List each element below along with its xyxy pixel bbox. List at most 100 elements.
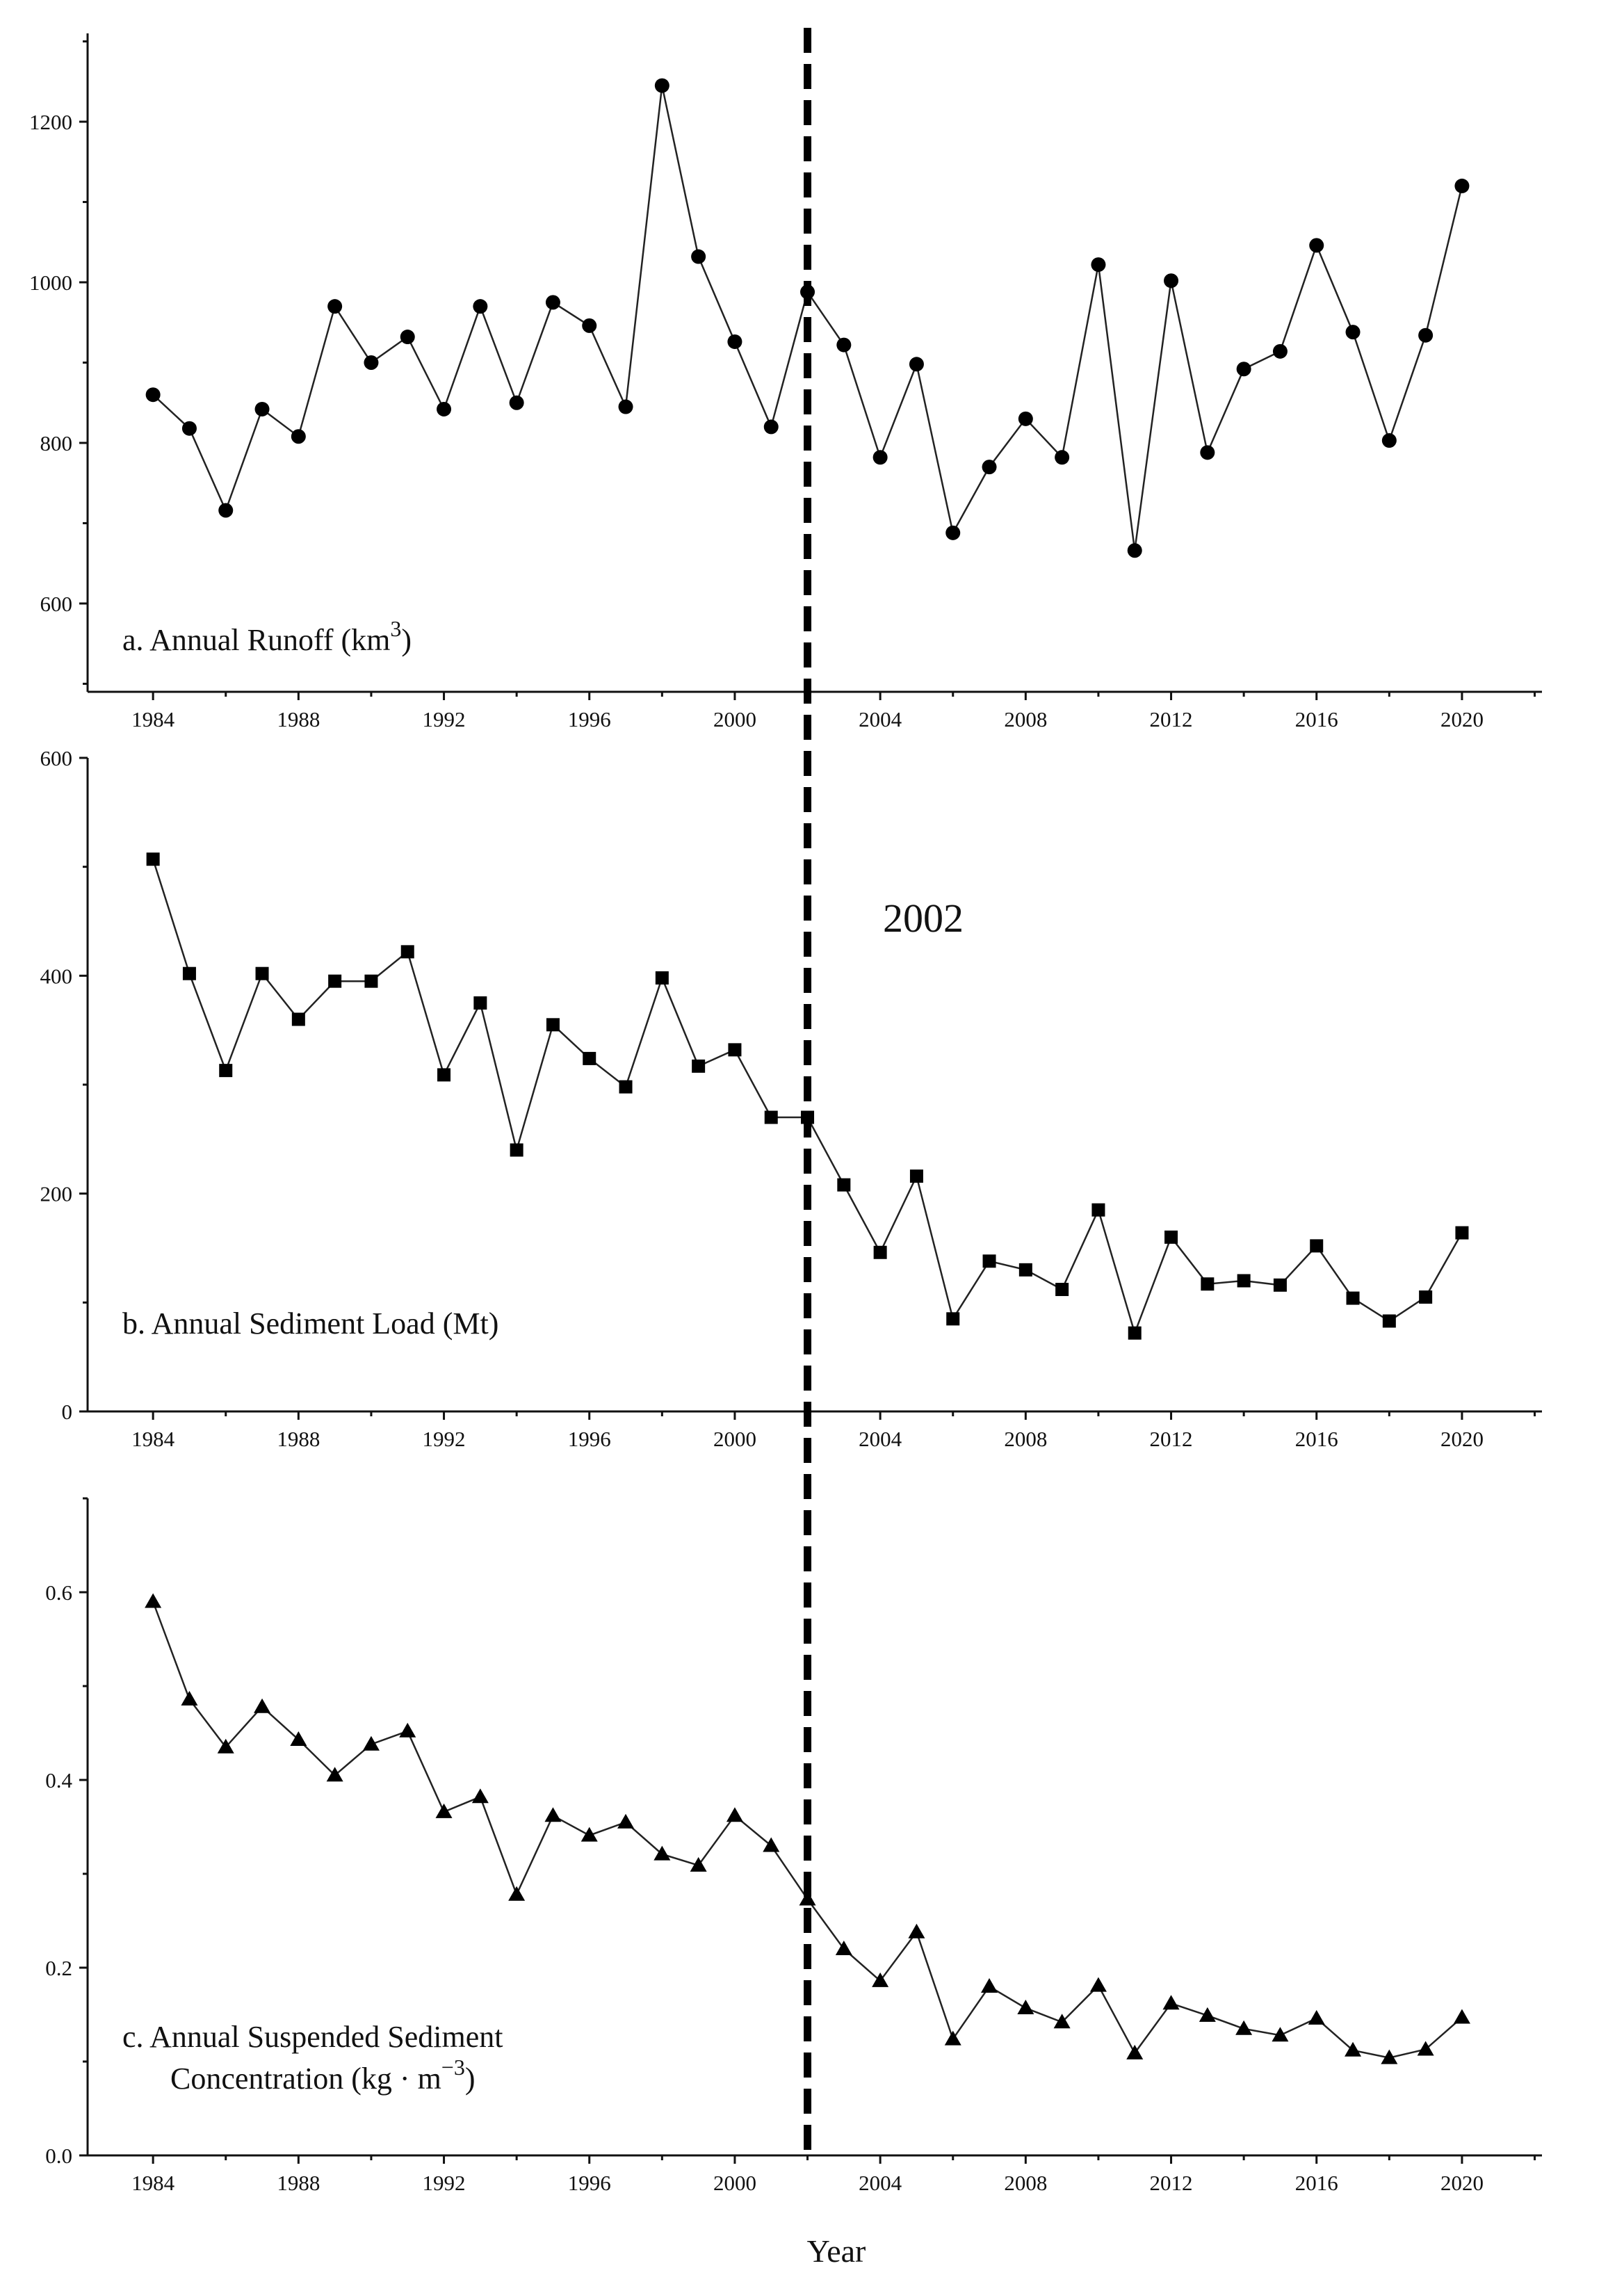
concentration-x-tick-label: 2004 bbox=[859, 2171, 902, 2195]
sediment-load-point bbox=[873, 1245, 887, 1259]
concentration-panel-label-line1: c. Annual Suspended Sediment bbox=[122, 2020, 503, 2054]
runoff-point bbox=[1381, 433, 1397, 448]
runoff-point bbox=[254, 401, 270, 416]
concentration-point bbox=[799, 1891, 816, 1906]
sediment-load-point bbox=[1237, 1274, 1251, 1288]
concentration-x-tick-label: 1984 bbox=[131, 2171, 175, 2195]
concentration-x-tick-label: 2012 bbox=[1150, 2171, 1193, 2195]
sediment-load-point bbox=[764, 1110, 778, 1124]
runoff-point bbox=[727, 334, 742, 349]
sediment-load-point bbox=[1382, 1314, 1396, 1328]
sediment-load-point bbox=[837, 1178, 851, 1192]
concentration-point bbox=[1126, 2044, 1144, 2059]
sediment-load-point bbox=[1201, 1277, 1215, 1291]
sediment-load-point bbox=[1273, 1278, 1287, 1292]
concentration-panel-label-line2: Concentration (kg · m−3) bbox=[170, 2055, 476, 2096]
sediment-load-point bbox=[364, 974, 378, 988]
concentration-x-tick-label: 2016 bbox=[1295, 2171, 1338, 2195]
concentration-point bbox=[362, 1735, 380, 1751]
runoff-point bbox=[400, 330, 415, 345]
concentration-x-tick-label: 2020 bbox=[1440, 2171, 1484, 2195]
runoff-point bbox=[218, 503, 234, 518]
concentration-point bbox=[399, 1722, 416, 1738]
concentration-point bbox=[1053, 2014, 1071, 2029]
concentration-point bbox=[326, 1767, 343, 1782]
sediment-load-point bbox=[946, 1312, 960, 1326]
sediment-load-axes: 0 200 400 600 1984 1988 1992 1996 2000 2004 2008 20… bbox=[40, 746, 1542, 1451]
concentration-point bbox=[217, 1738, 234, 1754]
concentration-point bbox=[544, 1807, 562, 1822]
runoff-point bbox=[1345, 325, 1361, 340]
concentration-panel: 0.0 0.2 0.4 0.6 1984 1988 1992 1996 2000 2004 2008… bbox=[45, 1497, 1542, 2269]
runoff-point bbox=[1272, 343, 1288, 359]
runoff-point bbox=[437, 401, 452, 416]
runoff-point bbox=[982, 460, 997, 475]
sediment-load-point bbox=[1018, 1263, 1032, 1277]
runoff-point bbox=[1200, 445, 1215, 460]
runoff-panel: 600 800 1000 1200 1984 1988 1992 1996 2000 2004 20… bbox=[29, 33, 1542, 731]
sediment-load-point bbox=[655, 971, 669, 985]
sediment-load-point bbox=[1091, 1203, 1105, 1217]
runoff-point bbox=[473, 299, 488, 314]
concentration-point bbox=[435, 1803, 453, 1818]
runoff-point bbox=[763, 419, 779, 435]
concentration-point bbox=[835, 1941, 852, 1955]
runoff-x-tick-label: 1988 bbox=[277, 707, 320, 731]
sediment-load-point bbox=[400, 945, 414, 959]
runoff-x-tick-label: 2008 bbox=[1004, 707, 1047, 731]
sediment-load-panel-label: b. Annual Sediment Load (Mt) bbox=[122, 1306, 498, 1341]
concentration-point bbox=[690, 1856, 707, 1872]
sediment-load-point bbox=[1455, 1226, 1469, 1240]
concentration-point bbox=[1235, 2020, 1253, 2035]
sediment-load-point bbox=[1055, 1283, 1069, 1297]
sediment-load-point bbox=[692, 1059, 706, 1073]
sediment-load-point bbox=[1419, 1290, 1433, 1304]
sediment-load-point bbox=[728, 1043, 742, 1057]
sediment-load-y-tick-label: 600 bbox=[40, 746, 73, 770]
concentration-point bbox=[1345, 2041, 1362, 2057]
runoff-x-tick-label: 2016 bbox=[1295, 707, 1338, 731]
x-axis-title: Year bbox=[807, 2233, 866, 2269]
concentration-point bbox=[944, 2030, 961, 2046]
runoff-point bbox=[618, 399, 633, 414]
sediment-load-x-tick-label: 2016 bbox=[1295, 1427, 1338, 1451]
sediment-load-x-tick-label: 2000 bbox=[713, 1427, 756, 1451]
sediment-load-x-tick-label: 1996 bbox=[568, 1427, 611, 1451]
concentration-point bbox=[1272, 2027, 1289, 2042]
runoff-x-tick-label: 1996 bbox=[568, 707, 611, 731]
runoff-point bbox=[1164, 273, 1179, 289]
runoff-point bbox=[145, 387, 161, 403]
sediment-load-point bbox=[909, 1169, 923, 1183]
sediment-load-y-tick-label: 200 bbox=[40, 1182, 73, 1206]
sediment-load-point bbox=[1164, 1230, 1178, 1244]
sediment-load-point bbox=[437, 1068, 451, 1082]
sediment-load-point bbox=[1310, 1239, 1324, 1253]
sediment-load-point bbox=[546, 1018, 560, 1032]
runoff-x-tick-label: 2020 bbox=[1440, 707, 1484, 731]
sediment-load-point bbox=[146, 852, 160, 866]
sediment-load-point bbox=[583, 1051, 596, 1065]
concentration-point bbox=[1453, 2009, 1470, 2024]
runoff-point bbox=[1091, 257, 1106, 273]
concentration-y-tick-label: 0.6 bbox=[45, 1580, 72, 1605]
runoff-point bbox=[909, 357, 924, 372]
runoff-point bbox=[1018, 411, 1033, 426]
sediment-load-point bbox=[619, 1080, 633, 1094]
runoff-point bbox=[1236, 362, 1251, 377]
concentration-y-tick-label: 0.4 bbox=[45, 1768, 72, 1792]
runoff-point bbox=[1055, 450, 1070, 465]
sediment-load-x-tick-label: 2008 bbox=[1004, 1427, 1047, 1451]
runoff-point bbox=[1418, 327, 1434, 343]
concentration-point bbox=[1162, 1995, 1180, 2010]
sediment-load-point bbox=[1128, 1326, 1142, 1340]
runoff-y-tick-label: 1200 bbox=[29, 110, 72, 134]
runoff-point bbox=[364, 355, 379, 370]
sediment-load-point bbox=[328, 974, 342, 988]
concentration-point bbox=[580, 1827, 598, 1842]
concentration-point bbox=[726, 1807, 743, 1822]
sediment-load-x-tick-label: 2020 bbox=[1440, 1427, 1484, 1451]
runoff-x-tick-label: 1992 bbox=[423, 707, 466, 731]
runoff-point bbox=[509, 395, 524, 410]
sediment-load-y-tick-label: 0 bbox=[62, 1400, 73, 1424]
runoff-point bbox=[327, 299, 343, 314]
